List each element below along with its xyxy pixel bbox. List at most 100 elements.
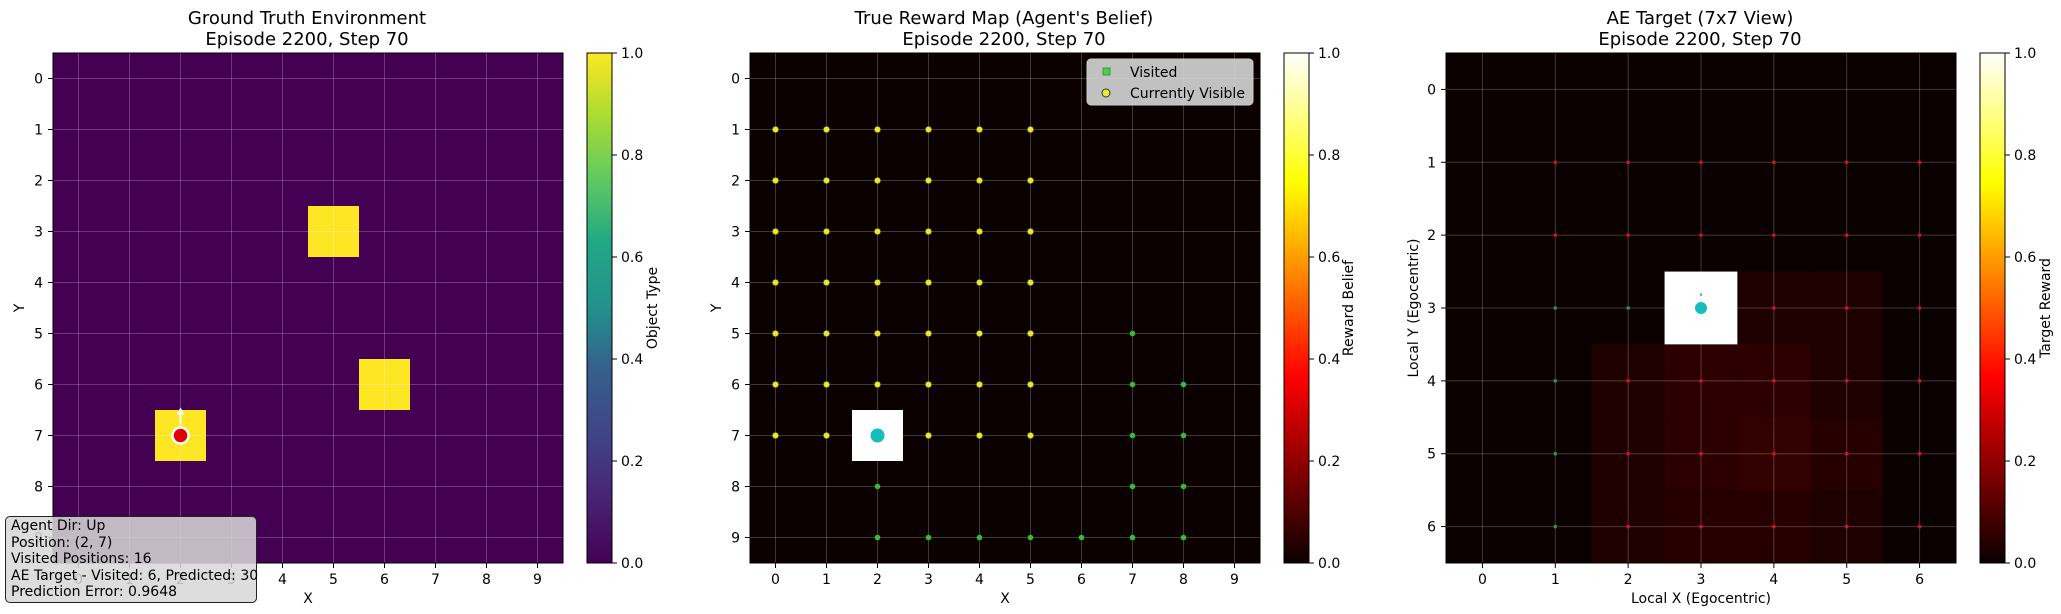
predicted-marker (1917, 379, 1922, 383)
colorbar-tick-label: 0.4 (2014, 352, 2036, 368)
x-tick-label: 3 (924, 572, 933, 588)
y-tick-label: 3 (731, 225, 740, 241)
y-tick-label: 6 (731, 378, 740, 394)
visible-marker (772, 432, 779, 439)
x-tick-label: 9 (1230, 572, 1239, 588)
y-tick-label: 2 (34, 174, 43, 190)
y-tick-label: 2 (731, 174, 740, 190)
panel2-markers (772, 126, 1187, 541)
object-cell (359, 359, 410, 410)
y-tick-label: 5 (34, 327, 43, 343)
x-tick-label: 5 (329, 572, 338, 588)
visited-marker (874, 534, 881, 541)
predicted-marker (1844, 451, 1849, 456)
visible-marker (823, 228, 830, 235)
panel1-title-line2: Episode 2200, Step 70 (205, 29, 408, 50)
agent-info-box: Agent Dir: Up Position: (2, 7) Visited P… (5, 516, 258, 603)
visible-marker (925, 279, 932, 286)
visible-marker (874, 228, 881, 235)
legend-visited-label: Visited (1130, 65, 1177, 81)
x-tick-label: 7 (1128, 572, 1137, 588)
colorbar-tick-label: 0.0 (1318, 556, 1340, 572)
y-tick-label: 6 (34, 378, 43, 394)
visible-marker (823, 279, 830, 286)
visible-marker (976, 177, 983, 184)
panel2-title-line1: True Reward Map (Agent's Belief) (854, 8, 1154, 29)
colorbar-tick-label: 1.0 (2014, 46, 2036, 62)
legend-visited-marker (1102, 67, 1111, 76)
colorbar-tick-label: 1.0 (1318, 46, 1340, 62)
y-tick-label: 8 (34, 480, 43, 496)
visited-marker (1129, 381, 1136, 388)
x-tick-label: 5 (1026, 572, 1035, 588)
visible-marker (874, 177, 881, 184)
visible-marker (1027, 126, 1034, 133)
visible-marker (772, 228, 779, 235)
x-tick-label: 4 (975, 572, 984, 588)
colorbar-tick-label: 0.4 (1318, 352, 1340, 368)
x-tick-label: 2 (1624, 572, 1633, 588)
x-tick-label: 0 (1478, 572, 1487, 588)
predicted-marker (1772, 233, 1776, 237)
colorbar-tick-label: 0.6 (1318, 250, 1340, 266)
panel1-xlabel: X (303, 591, 313, 607)
visible-marker (976, 228, 983, 235)
panel2-colorbar-ticks: 0.0 0.2 0.4 0.6 0.8 1.0 (1309, 46, 1340, 572)
y-tick-label: 8 (731, 480, 740, 496)
colorbar-tick-label: 0.4 (621, 352, 643, 368)
visible-marker (976, 381, 983, 388)
visible-marker (823, 177, 830, 184)
y-tick-label: 9 (731, 531, 740, 547)
predicted-marker (1626, 379, 1630, 383)
y-tick-label: 7 (34, 429, 43, 445)
panel2-legend: Visited Currently Visible (1086, 58, 1254, 106)
panel3-xlabel: Local X (Egocentric) (1631, 591, 1771, 607)
visible-marker (925, 432, 932, 439)
predicted-marker (1699, 379, 1703, 383)
visible-marker (772, 330, 779, 337)
predicted-marker (1772, 379, 1776, 383)
colorbar-tick-label: 0.0 (2014, 556, 2036, 572)
predicted-marker (1844, 160, 1849, 165)
visited-marker (1553, 379, 1558, 383)
predicted-marker (1844, 306, 1849, 310)
y-tick-label: 5 (1427, 447, 1436, 463)
y-tick-label: 7 (731, 429, 740, 445)
visited-marker (1180, 483, 1187, 490)
y-tick-label: 3 (1427, 301, 1436, 317)
visible-marker (823, 126, 830, 133)
colorbar-tick-label: 0.2 (1318, 454, 1340, 470)
agent-marker (870, 428, 885, 443)
visible-marker (823, 432, 830, 439)
legend-visible-label: Currently Visible (1130, 86, 1245, 102)
visible-marker (1027, 228, 1034, 235)
panel-reward-map: True Reward Map (Agent's Belief) Episode… (709, 8, 1357, 607)
visited-marker (1553, 524, 1558, 529)
visited-marker (1626, 306, 1630, 310)
panel2-colorbar-label: Reward Belief (1341, 259, 1357, 356)
info-position: Position: (2, 7) (11, 534, 113, 551)
visited-marker (874, 483, 881, 490)
visited-marker (1129, 534, 1136, 541)
visible-marker (1027, 279, 1034, 286)
colorbar-tick-label: 0.8 (2014, 148, 2036, 164)
visited-marker (925, 534, 932, 541)
visible-marker (823, 381, 830, 388)
colorbar-tick-label: 0.2 (2014, 454, 2036, 470)
y-tick-label: 0 (34, 72, 43, 88)
visible-marker (874, 381, 881, 388)
predicted-marker (1699, 524, 1703, 529)
predicted-marker (1917, 233, 1922, 237)
visible-marker (976, 126, 983, 133)
panel3-colorbar (1979, 52, 2006, 564)
object-cell (308, 206, 359, 257)
x-tick-label: 1 (822, 572, 831, 588)
y-tick-label: 5 (731, 327, 740, 343)
panel-ae-target: AE Target (7x7 View) Episode 2200, Step … (1406, 8, 2054, 607)
visible-marker (1027, 330, 1034, 337)
x-tick-label: 6 (380, 572, 389, 588)
colorbar-tick-label: 1.0 (621, 46, 643, 62)
panel2-x-ticks: 0 1 2 3 4 5 6 7 8 9 (771, 563, 1239, 588)
panel2-grid (750, 53, 1260, 563)
